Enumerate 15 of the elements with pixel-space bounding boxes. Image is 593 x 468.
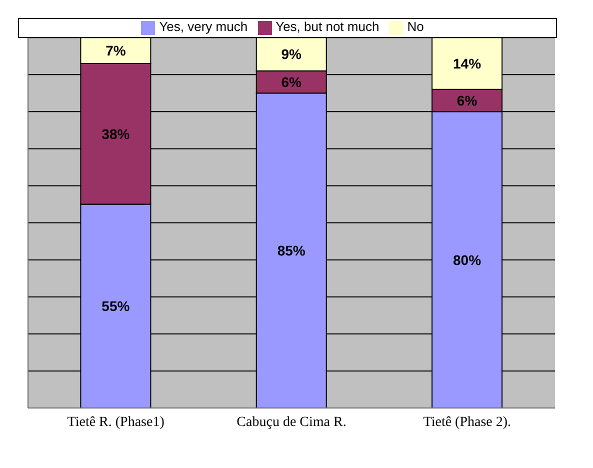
- x-tick-label: Tietê R. (Phase1): [67, 414, 165, 430]
- data-label: 80%: [453, 252, 482, 268]
- data-label: 55%: [102, 298, 130, 314]
- x-tick-label: Tietê (Phase 2).: [423, 414, 512, 430]
- data-label: 7%: [106, 42, 126, 58]
- data-label: 14%: [453, 55, 482, 72]
- legend-label: No: [407, 19, 424, 34]
- data-label: 6%: [281, 74, 302, 90]
- data-label: 9%: [281, 46, 302, 62]
- legend-label: Yes, very much: [159, 19, 248, 34]
- data-label: 6%: [456, 92, 478, 109]
- x-tick-label: Cabuçu de Cima R.: [236, 414, 346, 430]
- data-label: 38%: [102, 126, 130, 142]
- data-label: 85%: [277, 242, 306, 259]
- legend-label: Yes, but not much: [276, 19, 380, 34]
